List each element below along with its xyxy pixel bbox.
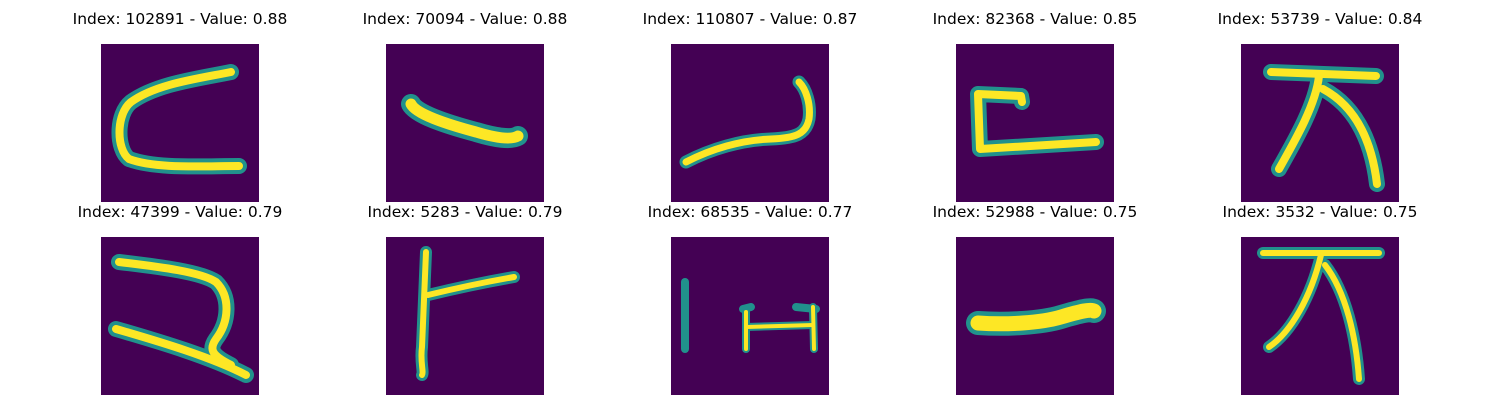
- panel-title: Index: 53739 - Value: 0.84: [1217, 10, 1423, 28]
- horizontal-bar-glyph: [956, 237, 1114, 395]
- panel-title: Index: 110807 - Value: 0.87: [642, 10, 858, 28]
- branch-stroke-glyph: [386, 237, 544, 395]
- panel-title: Index: 102891 - Value: 0.88: [72, 10, 288, 28]
- tent-character-glyph: [1241, 237, 1399, 395]
- panel-title: Index: 68535 - Value: 0.77: [647, 203, 853, 221]
- bar-and-bracket-glyph: [671, 237, 829, 395]
- panel-title: Index: 5283 - Value: 0.79: [367, 203, 563, 221]
- tent-character-glyph: [1241, 44, 1399, 202]
- panel-title: Index: 82368 - Value: 0.85: [932, 10, 1138, 28]
- panel-title: Index: 3532 - Value: 0.75: [1222, 203, 1418, 221]
- panel-title: Index: 70094 - Value: 0.88: [362, 10, 568, 28]
- loop-curve-glyph: [101, 237, 259, 395]
- c-curve-glyph: [101, 44, 259, 202]
- panel-title: Index: 52988 - Value: 0.75: [932, 203, 1138, 221]
- hook-stroke-glyph: [671, 44, 829, 202]
- bracket-l-glyph: [956, 44, 1114, 202]
- short-dash-glyph: [386, 44, 544, 202]
- panel-title: Index: 47399 - Value: 0.79: [77, 203, 283, 221]
